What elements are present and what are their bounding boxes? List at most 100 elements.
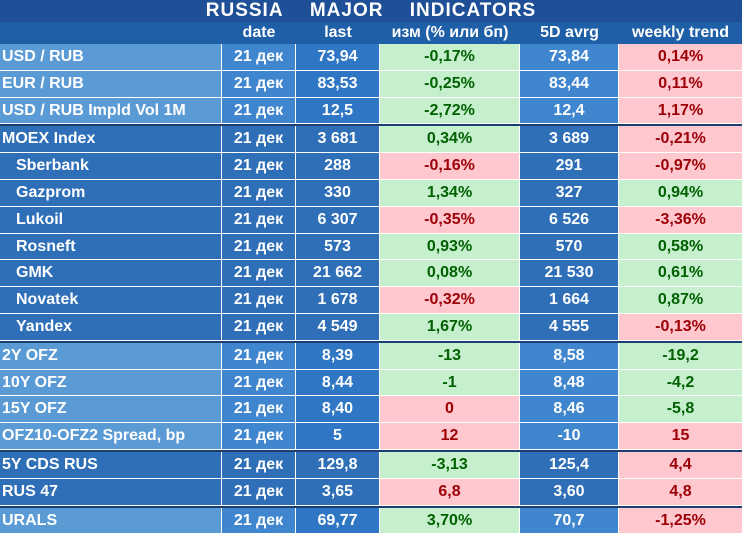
row-last: 69,77: [296, 507, 380, 534]
row-weekly-trend: -5,8: [619, 396, 742, 424]
row-weekly-trend: -3,36%: [619, 206, 742, 234]
row-change: -0,17%: [380, 44, 520, 71]
row-5d-average: 8,48: [520, 369, 619, 397]
row-change: -2,72%: [380, 97, 520, 125]
table-row: 10Y OFZ 21 дек 8,44 -1 8,48 -4,2: [0, 369, 742, 397]
row-name: Yandex: [0, 313, 222, 341]
row-5d-average: 4 555: [520, 313, 619, 341]
row-name: EUR / RUB: [0, 70, 222, 98]
table-row: Gazprom 21 дек 330 1,34% 327 0,94%: [0, 179, 742, 207]
row-date: 21 дек: [222, 126, 296, 154]
row-date: 21 дек: [222, 97, 296, 125]
title-word-3: INDICATORS: [409, 0, 537, 21]
row-last: 73,94: [296, 44, 380, 71]
table-title: RUSSIA MAJOR INDICATORS: [0, 0, 742, 22]
row-last: 5: [296, 423, 380, 450]
table-row: RUS 47 21 дек 3,65 6,8 3,60 4,8: [0, 478, 742, 506]
row-change: -13: [380, 342, 520, 370]
row-name: 5Y CDS RUS: [0, 451, 222, 479]
row-weekly-trend: 15: [619, 423, 742, 450]
row-date: 21 дек: [222, 342, 296, 370]
table-row: 2Y OFZ 21 дек 8,39 -13 8,58 -19,2: [0, 340, 742, 370]
row-name: 2Y OFZ: [0, 342, 222, 370]
header-change: изм (% или бп): [391, 24, 509, 41]
row-date: 21 дек: [222, 153, 296, 180]
row-last: 83,53: [296, 70, 380, 98]
row-weekly-trend: -0,13%: [619, 313, 742, 341]
row-weekly-trend: -4,2: [619, 369, 742, 397]
row-change: 0,34%: [380, 126, 520, 154]
row-name: URALS: [0, 507, 222, 534]
row-name: 10Y OFZ: [0, 369, 222, 397]
row-5d-average: 83,44: [520, 70, 619, 98]
row-5d-average: 73,84: [520, 44, 619, 71]
header-row: date last изм (% или бп) 5D avrg weekly …: [0, 22, 742, 44]
row-weekly-trend: -19,2: [619, 342, 742, 370]
row-name: Novatek: [0, 287, 222, 314]
row-weekly-trend: 0,14%: [619, 44, 742, 71]
row-name: USD / RUB: [0, 44, 222, 71]
table-row: Novatek 21 дек 1 678 -0,32% 1 664 0,87%: [0, 287, 742, 314]
row-5d-average: 3,60: [520, 478, 619, 506]
row-last: 3,65: [296, 478, 380, 506]
row-5d-average: 6 526: [520, 206, 619, 234]
row-change: 0: [380, 396, 520, 424]
row-date: 21 дек: [222, 260, 296, 288]
table-row: OFZ10-OFZ2 Spread, bp 21 дек 5 12 -10 15: [0, 423, 742, 450]
row-last: 12,5: [296, 97, 380, 125]
table-row: GMK 21 дек 21 662 0,08% 21 530 0,61%: [0, 260, 742, 288]
row-5d-average: 327: [520, 179, 619, 207]
row-date: 21 дек: [222, 369, 296, 397]
table-row: Yandex 21 дек 4 549 1,67% 4 555 -0,13%: [0, 313, 742, 341]
table-row: USD / RUB Impld Vol 1M 21 дек 12,5 -2,72% 12…: [0, 97, 742, 125]
row-5d-average: 570: [520, 233, 619, 261]
row-date: 21 дек: [222, 70, 296, 98]
row-5d-average: 291: [520, 153, 619, 180]
row-last: 1 678: [296, 287, 380, 314]
row-weekly-trend: 4,4: [619, 451, 742, 479]
table-row: 15Y OFZ 21 дек 8,40 0 8,46 -5,8: [0, 396, 742, 424]
row-date: 21 дек: [222, 206, 296, 234]
row-name: OFZ10-OFZ2 Spread, bp: [0, 423, 222, 450]
table-row: EUR / RUB 21 дек 83,53 -0,25% 83,44 0,11%: [0, 70, 742, 98]
row-change: 3,70%: [380, 507, 520, 534]
table-row: MOEX Index 21 дек 3 681 0,34% 3 689 -0,21%: [0, 124, 742, 154]
row-last: 8,39: [296, 342, 380, 370]
table-body: USD / RUB 21 дек 73,94 -0,17% 73,84 0,14% EUR …: [0, 44, 742, 534]
row-change: 0,08%: [380, 260, 520, 288]
row-change: -0,25%: [380, 70, 520, 98]
row-change: -3,13: [380, 451, 520, 479]
row-change: 0,93%: [380, 233, 520, 261]
title-word-2: MAJOR: [309, 0, 384, 21]
row-weekly-trend: 0,61%: [619, 260, 742, 288]
row-name: USD / RUB Impld Vol 1M: [0, 97, 222, 125]
row-weekly-trend: 0,94%: [619, 179, 742, 207]
row-change: 6,8: [380, 478, 520, 506]
table-row: Sberbank 21 дек 288 -0,16% 291 -0,97%: [0, 153, 742, 180]
row-5d-average: -10: [520, 423, 619, 450]
row-name: MOEX Index: [0, 126, 222, 154]
row-last: 8,44: [296, 369, 380, 397]
row-last: 4 549: [296, 313, 380, 341]
row-change: -1: [380, 369, 520, 397]
row-weekly-trend: -0,97%: [619, 153, 742, 180]
row-date: 21 дек: [222, 287, 296, 314]
row-weekly-trend: -1,25%: [619, 507, 742, 534]
row-weekly-trend: 4,8: [619, 478, 742, 506]
row-change: -0,32%: [380, 287, 520, 314]
table-row: 5Y CDS RUS 21 дек 129,8 -3,13 125,4 4,4: [0, 449, 742, 479]
row-date: 21 дек: [222, 507, 296, 534]
table-row: Rosneft 21 дек 573 0,93% 570 0,58%: [0, 233, 742, 261]
row-change: 1,67%: [380, 313, 520, 341]
row-change: 12: [380, 423, 520, 450]
row-last: 6 307: [296, 206, 380, 234]
table-row: Lukoil 21 дек 6 307 -0,35% 6 526 -3,36%: [0, 206, 742, 234]
row-weekly-trend: 1,17%: [619, 97, 742, 125]
row-last: 129,8: [296, 451, 380, 479]
table-row: USD / RUB 21 дек 73,94 -0,17% 73,84 0,14%: [0, 44, 742, 71]
row-last: 288: [296, 153, 380, 180]
row-weekly-trend: 0,87%: [619, 287, 742, 314]
row-change: 1,34%: [380, 179, 520, 207]
row-change: -0,35%: [380, 206, 520, 234]
